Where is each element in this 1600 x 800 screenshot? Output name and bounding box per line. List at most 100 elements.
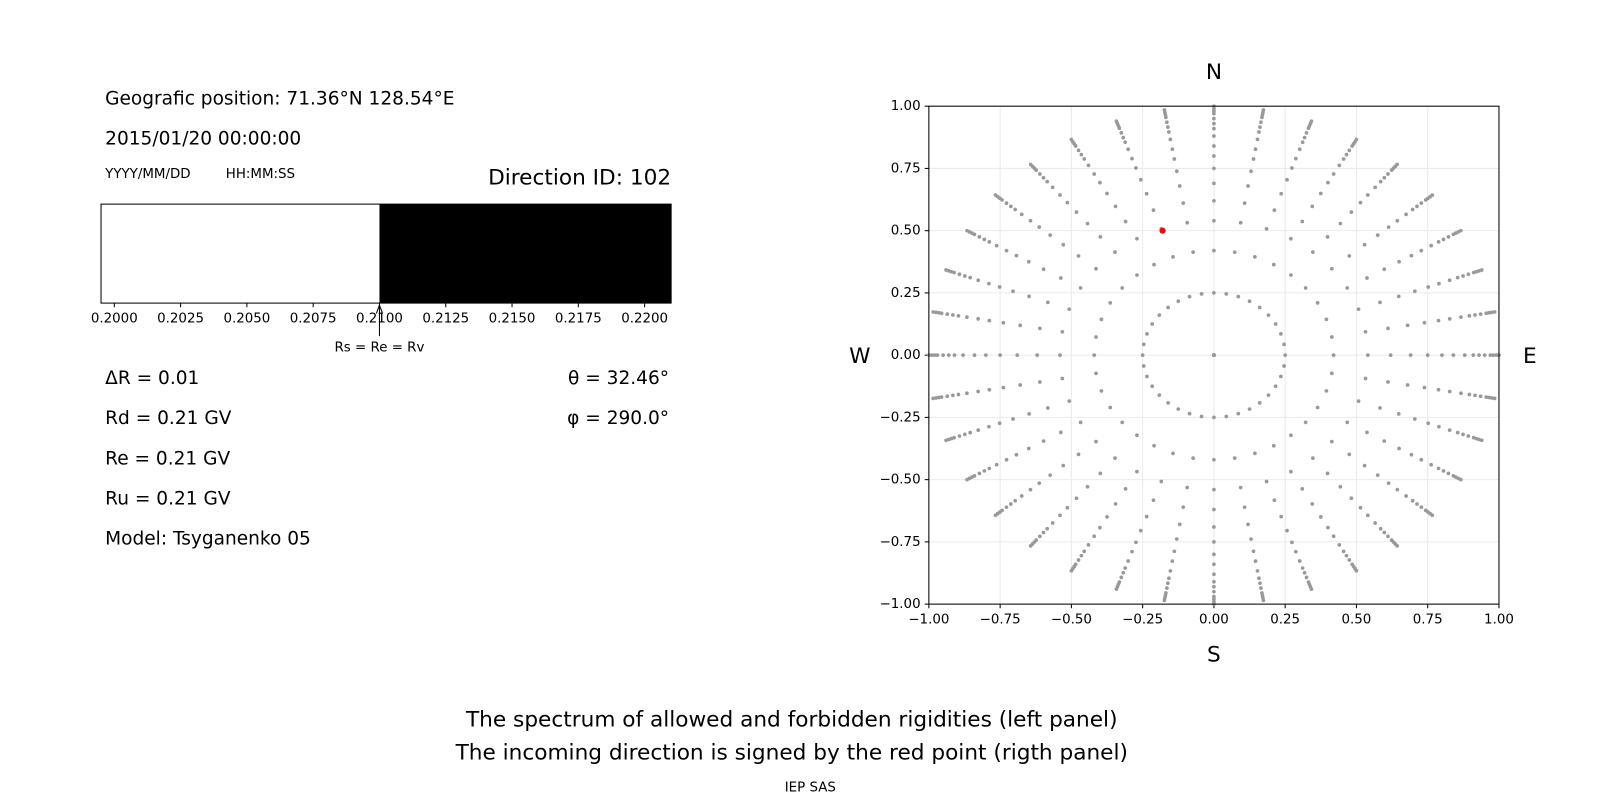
direction-point xyxy=(982,237,987,242)
direction-point xyxy=(1060,329,1065,334)
compass-east: E xyxy=(1523,344,1537,369)
direction-point xyxy=(1471,353,1476,358)
direction-point xyxy=(1302,135,1307,140)
direction-point xyxy=(1318,191,1323,196)
direction-point xyxy=(1354,137,1359,142)
direction-point xyxy=(1253,255,1257,259)
direction-point xyxy=(1345,420,1350,425)
direction-point xyxy=(987,240,992,244)
direction-point xyxy=(1212,415,1216,420)
direction-point xyxy=(994,462,999,467)
direction-point xyxy=(965,391,969,396)
direction-point xyxy=(1362,242,1367,247)
direction-point xyxy=(1347,148,1352,153)
direction-point xyxy=(1410,207,1415,212)
direction-point xyxy=(1362,463,1367,468)
direction-point xyxy=(1473,393,1477,398)
direction-point xyxy=(1489,396,1494,400)
y-tick-label: 0.75 xyxy=(891,161,921,176)
re: Re = 0.21 GV xyxy=(105,448,230,469)
direction-point xyxy=(962,274,967,278)
direction-point xyxy=(1018,383,1023,387)
direction-point xyxy=(1437,424,1441,429)
direction-point xyxy=(1479,438,1484,443)
direction-point xyxy=(1347,254,1352,258)
direction-point xyxy=(1246,522,1250,527)
direction-point xyxy=(997,421,1002,426)
direction-point xyxy=(1069,568,1074,573)
direction-point xyxy=(1282,342,1286,347)
direction-point xyxy=(1041,175,1046,180)
direction-point xyxy=(1311,250,1315,255)
direction-point xyxy=(1447,428,1452,432)
direction-point xyxy=(1271,443,1276,448)
direction-point xyxy=(1395,162,1400,167)
direction-point xyxy=(1300,219,1305,224)
marker-label: Rs = Re = Rv xyxy=(334,340,424,355)
axes-frame xyxy=(100,203,672,304)
direction-point xyxy=(1331,172,1336,176)
direction-point xyxy=(1315,301,1320,305)
direction-point xyxy=(1338,221,1343,226)
direction-point xyxy=(1011,417,1015,421)
direction-point xyxy=(1094,439,1098,444)
direction-point xyxy=(1166,400,1170,405)
direction-point xyxy=(1282,364,1286,368)
direction-point xyxy=(1425,353,1430,358)
direction-point xyxy=(950,393,955,398)
direction-point xyxy=(1140,353,1145,358)
incoming-direction xyxy=(1159,227,1166,234)
direction-point xyxy=(1185,220,1190,225)
direction-point xyxy=(1150,384,1155,389)
direction-point xyxy=(1199,292,1204,296)
direction-point xyxy=(1212,572,1216,577)
direction-point xyxy=(1145,374,1149,379)
direction-point xyxy=(993,193,998,197)
direction-point xyxy=(1108,301,1113,305)
direction-point xyxy=(1338,484,1343,489)
direction-point xyxy=(1041,530,1046,535)
direction-point xyxy=(1058,193,1062,197)
direction-point xyxy=(1478,312,1483,316)
direction-point xyxy=(1212,487,1216,492)
direction-point xyxy=(1152,443,1156,448)
direction-point xyxy=(1272,498,1277,503)
direction-point xyxy=(1429,462,1434,467)
direction-point xyxy=(1019,212,1024,217)
direction-point xyxy=(1185,485,1190,490)
direction-point xyxy=(987,318,992,323)
direction-point xyxy=(1157,313,1162,318)
direction-point xyxy=(1324,389,1329,393)
direction-point xyxy=(1397,446,1401,451)
ru: Ru = 0.21 GV xyxy=(105,488,231,509)
direction-point xyxy=(1408,353,1413,358)
direction-point xyxy=(1297,559,1302,563)
direction-point xyxy=(1045,406,1050,410)
delta-r: ΔR = 0.01 xyxy=(105,368,199,389)
direction-point xyxy=(1386,326,1390,331)
direction-point xyxy=(987,387,992,392)
direction-point xyxy=(1326,525,1330,530)
direction-point xyxy=(998,353,1002,358)
direction-point xyxy=(1120,420,1125,425)
direction-point xyxy=(1473,313,1477,317)
direction-point xyxy=(1094,266,1098,271)
direction-point xyxy=(1134,540,1138,545)
direction-point xyxy=(1378,526,1383,531)
direction-point xyxy=(1048,473,1053,478)
direction-point xyxy=(1212,121,1216,126)
direction-point xyxy=(1079,152,1084,157)
direction-point xyxy=(1264,479,1269,484)
direction-point xyxy=(997,285,1002,289)
direction-point xyxy=(1212,457,1216,462)
y-tick-label: 0.00 xyxy=(891,348,921,363)
direction-point xyxy=(1329,371,1334,376)
direction-point xyxy=(1151,498,1156,503)
direction-point xyxy=(1135,433,1139,438)
direction-point xyxy=(1113,204,1118,209)
direction-point xyxy=(1162,108,1167,112)
direction-point xyxy=(1121,135,1126,140)
axes-frame xyxy=(928,105,1500,605)
direction-point xyxy=(1283,353,1288,358)
x-tick-label: 0.50 xyxy=(1342,613,1372,628)
